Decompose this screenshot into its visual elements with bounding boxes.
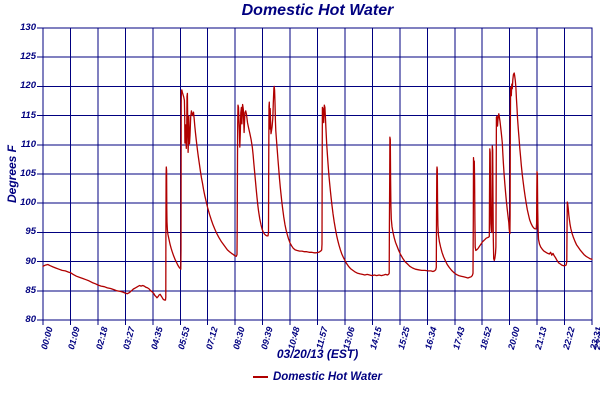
x-axis-title: 03/20/13 (EST) <box>276 347 359 361</box>
y-tick-label: 130 <box>20 22 36 33</box>
y-tick-label: 90 <box>25 255 36 267</box>
y-tick-label: 125 <box>20 51 36 63</box>
legend-line-swatch <box>252 375 268 379</box>
y-tick-label: 85 <box>25 284 36 296</box>
y-tick-label: 110 <box>20 138 36 150</box>
legend-label: Domestic Hot Water <box>272 371 383 383</box>
y-tick-label: 105 <box>20 168 36 179</box>
y-tick-label: 100 <box>20 197 36 209</box>
chart-title: Domestic Hot Water <box>241 2 394 19</box>
y-tick-label: 115 <box>20 109 36 121</box>
y-tick-label: 80 <box>25 314 36 325</box>
legend: Domestic Hot Water <box>43 371 592 383</box>
y-tick-label: 95 <box>25 226 36 238</box>
series-line-domestic-hot-water <box>42 72 593 301</box>
y-tick-label: 120 <box>20 80 36 92</box>
